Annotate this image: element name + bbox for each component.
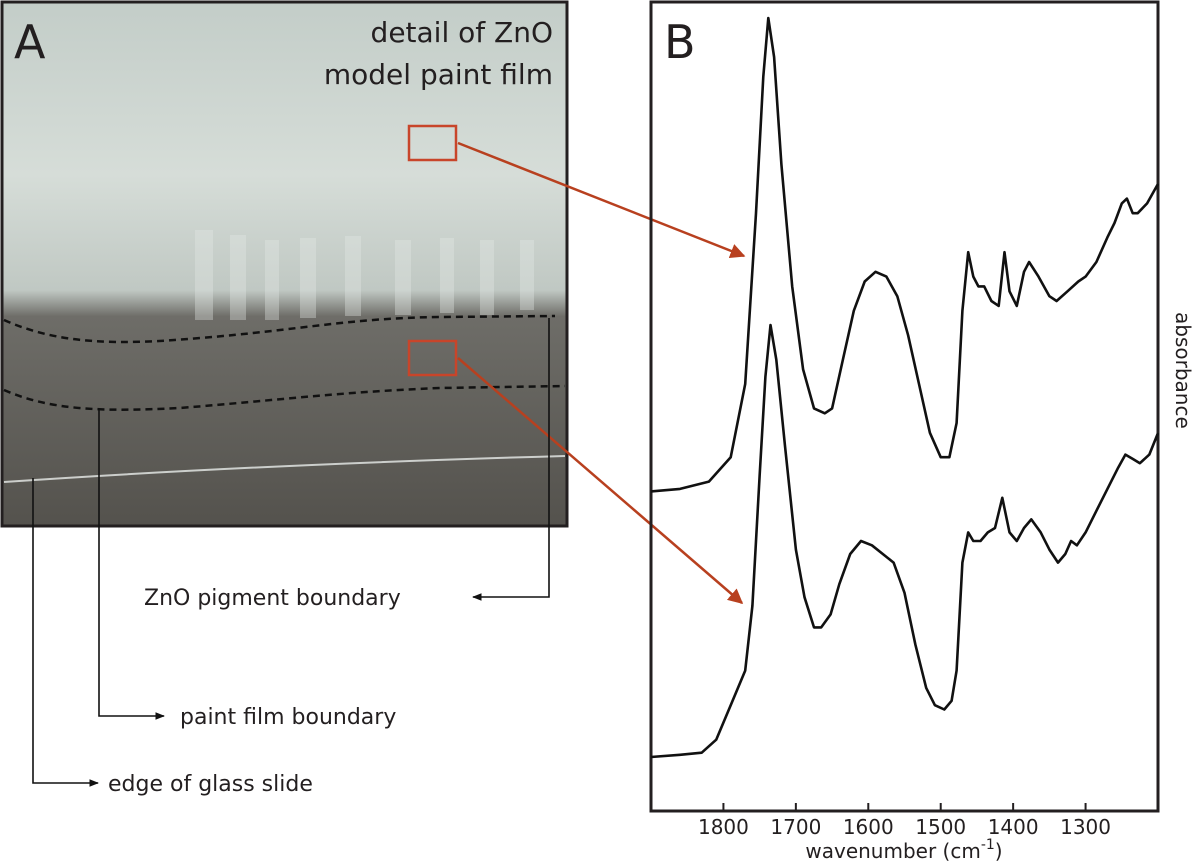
zno-pigment-boundary-line	[3, 314, 556, 344]
panel-b-letter: B	[664, 15, 696, 69]
leader-paint-boundary	[98, 408, 165, 720]
panel-a-caption-line2: model paint film	[324, 58, 553, 91]
panel-a-letter: A	[14, 15, 46, 69]
y-axis-label: absorbance	[1171, 312, 1195, 429]
photo-frame	[0, 0, 569, 528]
panel-a: A detail of ZnO model paint film ZnO pig…	[0, 0, 746, 797]
highlight-box-upper	[407, 124, 458, 162]
label-glass-edge: edge of glass slide	[108, 772, 313, 797]
x-tick-label: 1600	[843, 815, 894, 839]
spectra-series	[650, 16, 1160, 759]
callout-arrow-upper	[457, 141, 746, 259]
glass-edge-line	[3, 455, 566, 483]
highlight-box-lower	[407, 339, 458, 377]
label-zno-boundary: ZnO pigment boundary	[144, 586, 401, 611]
x-axis-ticks: 1800 1700 1600 1500 1400 1300	[698, 803, 1111, 839]
spectrum-lower	[650, 323, 1160, 759]
leader-glass-edge	[32, 478, 99, 787]
spectrum-upper	[650, 16, 1160, 493]
x-tick-label: 1500	[915, 815, 966, 839]
x-tick-label: 1700	[770, 815, 821, 839]
callout-arrow-lower	[457, 357, 744, 604]
x-tick-label: 1800	[698, 815, 749, 839]
paint-film-boundary-line	[3, 384, 566, 411]
leader-zno-boundary	[472, 318, 550, 601]
label-paint-boundary: paint film boundary	[180, 705, 396, 730]
photo-streaks	[195, 230, 534, 320]
panel-b: B 1800 1700 1600 1500 1400 1300 wavenumber (c…	[649, 0, 1195, 863]
x-tick-label: 1400	[988, 815, 1039, 839]
x-axis-label: wavenumber (cm-1)	[805, 837, 1002, 863]
photo-background	[2, 2, 567, 526]
plot-frame	[649, 0, 1160, 813]
x-tick-label: 1300	[1060, 815, 1111, 839]
panel-a-caption-line1: detail of ZnO	[371, 16, 553, 49]
